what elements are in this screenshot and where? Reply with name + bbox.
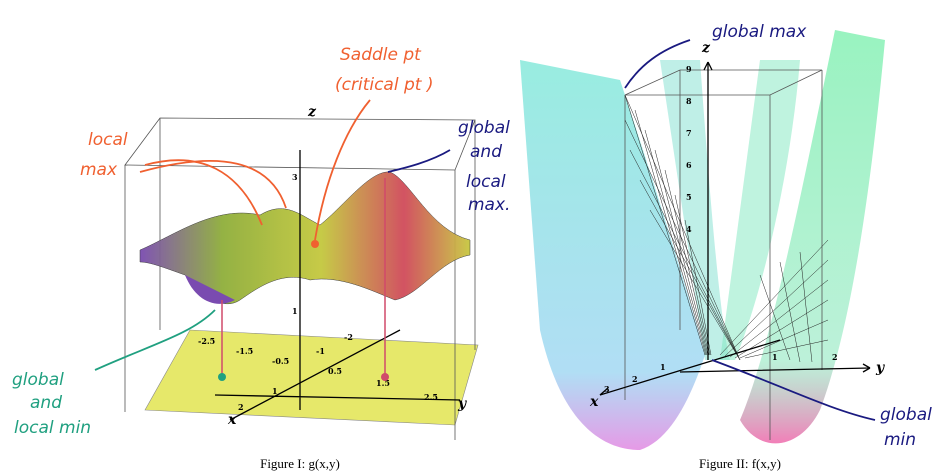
axis-label: z: [307, 104, 317, 120]
caption: Figure I: g(x,y): [260, 456, 340, 471]
saddle-point: [311, 240, 319, 248]
annotation: and: [470, 142, 502, 162]
tick-label: 2: [632, 374, 638, 384]
tick-label: 1: [660, 362, 666, 372]
tick-label: 5: [686, 192, 692, 202]
tick-label: 2: [238, 402, 244, 412]
page: z x y 3 1 -2.5 -1.5 -0.5 -1 -2 0.5 1 2 1…: [0, 0, 940, 476]
tick-label: 9: [686, 64, 692, 74]
tick-label: -2: [344, 332, 353, 342]
annotation: max.: [468, 195, 510, 215]
tick-label: -1: [316, 346, 325, 356]
axis-label: y: [457, 396, 467, 412]
tick-label: 1: [772, 352, 778, 362]
annotation: local: [88, 130, 128, 150]
tick-label: 3: [604, 384, 610, 394]
axis-label: x: [589, 394, 599, 410]
axis-label: y: [875, 360, 885, 376]
annotation: max: [80, 160, 118, 180]
axis-label: x: [227, 412, 237, 428]
tick-label: 0.5: [328, 366, 342, 376]
annotation: Saddle pt: [340, 45, 422, 65]
tick-label: 4: [686, 224, 692, 234]
annotation: global: [458, 118, 510, 138]
annotation: global: [880, 405, 932, 425]
tick-label: 1: [272, 386, 278, 396]
annotation: (critical pt ): [335, 75, 433, 95]
axis-label: z: [701, 40, 711, 56]
tick-label: 7: [686, 128, 692, 138]
annotation: local: [466, 172, 506, 192]
tick-label: 2.5: [424, 392, 438, 402]
min-point: [218, 373, 226, 381]
tick-label: 1: [292, 306, 298, 316]
tick-label: -0.5: [272, 356, 289, 366]
arrow: [388, 150, 450, 172]
caption: Figure II: f(x,y): [699, 456, 781, 471]
max-point: [381, 373, 389, 381]
annotation: global: [12, 370, 64, 390]
figure-2: z x y 9 8 7 6 5 4 1 2 1 2 3 global max g…: [520, 22, 932, 471]
tick-label: 3: [292, 172, 298, 182]
annotation: global max: [712, 22, 807, 42]
annotation: and: [30, 393, 62, 413]
tick-label: -1.5: [236, 346, 253, 356]
tick-label: 6: [686, 160, 692, 170]
annotation: min: [884, 430, 916, 450]
figure-1: z x y 3 1 -2.5 -1.5 -0.5 -1 -2 0.5 1 2 1…: [12, 45, 510, 471]
tick-label: 2: [832, 352, 838, 362]
tick-label: 8: [686, 96, 692, 106]
annotation: local min: [14, 418, 91, 438]
tick-label: -2.5: [198, 336, 215, 346]
annotation-local-max: local max: [80, 130, 128, 180]
